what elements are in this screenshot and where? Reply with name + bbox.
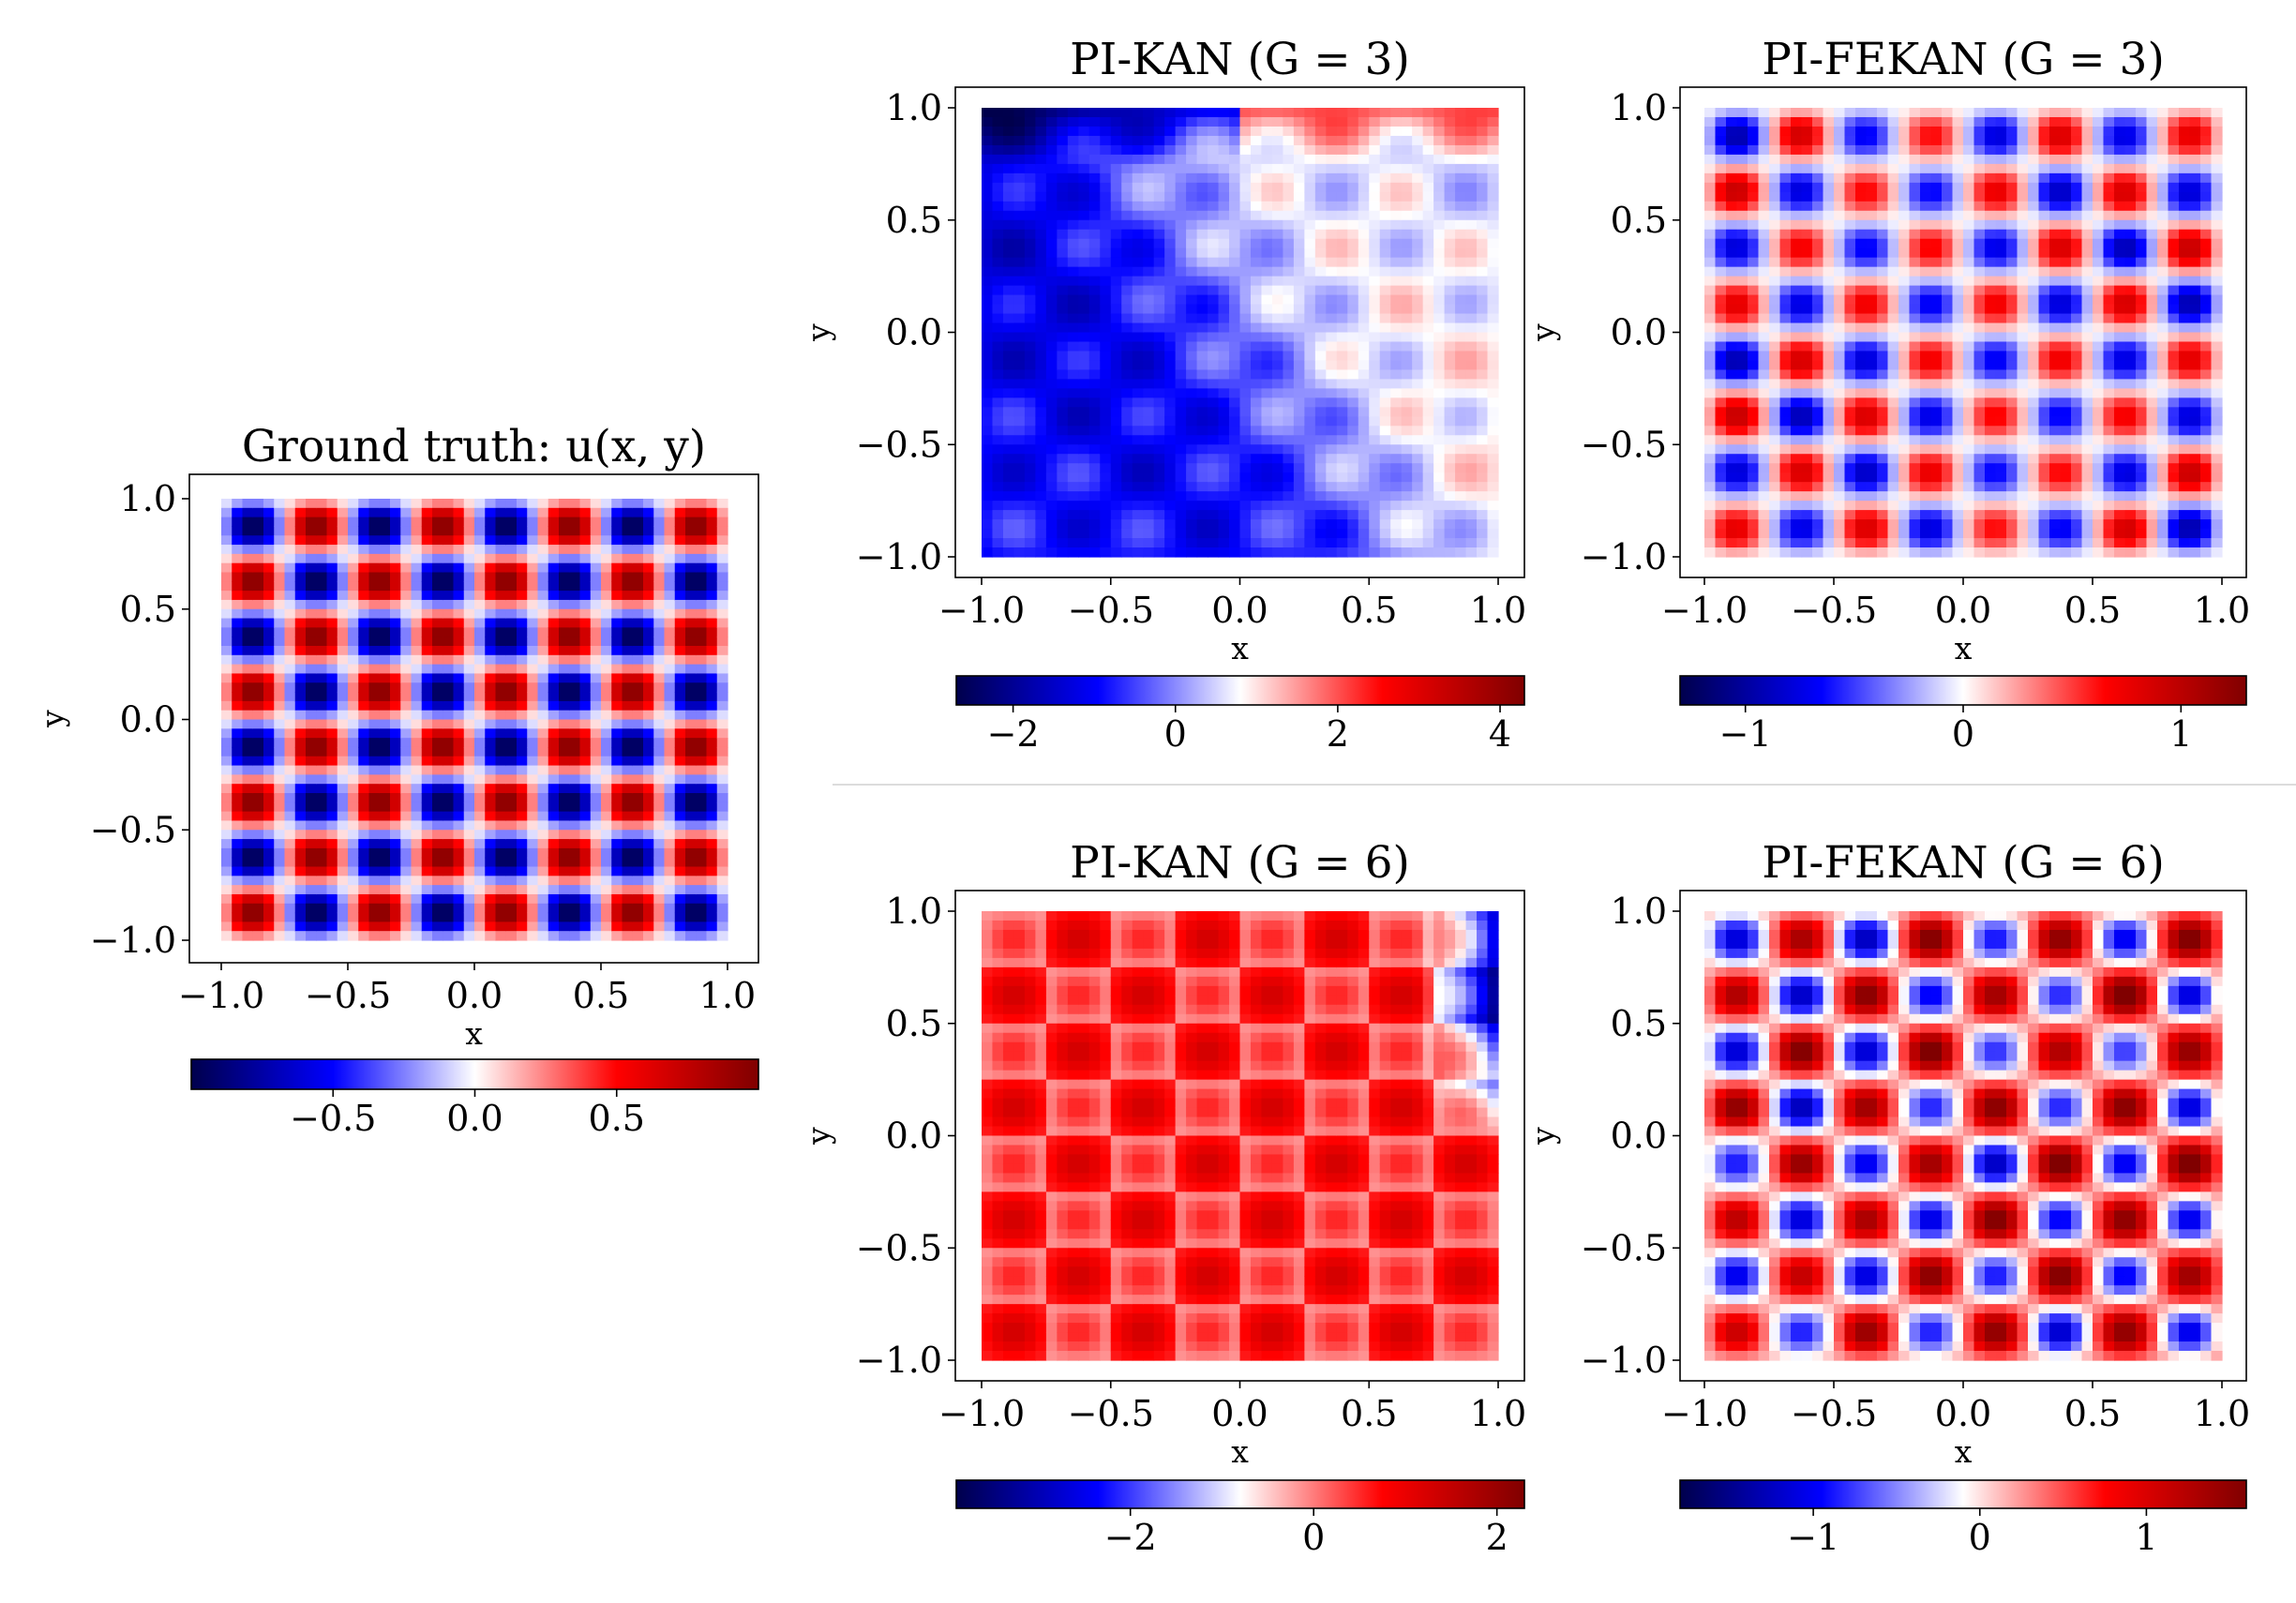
x-tick-label: −0.5 [305, 975, 391, 1016]
colorbar-tick-label: 0 [1302, 1517, 1325, 1558]
y-tick-label: 0.5 [120, 589, 176, 630]
colorbar-tick-label: −1 [1719, 713, 1772, 755]
colorbar-tick-label: −2 [1104, 1517, 1157, 1558]
y-tick-label: 1.0 [886, 891, 942, 932]
colorbar-tick-label: 0 [1164, 713, 1187, 755]
x-tick-label: 1.0 [2194, 590, 2250, 631]
y-tick-label: −0.5 [856, 1227, 942, 1268]
y-tick-label: −1.0 [1581, 1340, 1667, 1381]
x-tick-label: 1.0 [1470, 590, 1526, 631]
panel-fekan3: −1.0 −0.5 0.0 0.5 1.0 −1.0 −0.5 0.0 0.5 1.0 PI-FEK… [1524, 34, 2250, 755]
x-tick-label: 0.5 [573, 975, 629, 1016]
x-tick-label: −0.5 [1068, 1393, 1154, 1434]
colorbar [1679, 1479, 2247, 1509]
heatmap-fekan6 [1704, 911, 2223, 1361]
colorbar-tick-label: −1 [1787, 1517, 1839, 1558]
panel-fekan6: −1.0 −0.5 0.0 0.5 1.0 −1.0 −0.5 0.0 0.5 1.0 PI-FEK… [1524, 837, 2250, 1558]
x-tick-label: 0.5 [1341, 590, 1397, 631]
y-axis-label: y [34, 710, 70, 728]
colorbar-tick-label: −2 [987, 713, 1040, 755]
colorbar [190, 1058, 759, 1090]
y-tick-label: 1.0 [1611, 891, 1667, 932]
y-tick-label: 0.5 [886, 1003, 942, 1044]
colorbar-tick-label: 4 [1489, 713, 1511, 755]
y-tick-label: 1.0 [120, 478, 176, 519]
y-tick-label: −0.5 [1581, 424, 1667, 465]
panel-gt: −1.0 −0.5 0.0 0.5 1.0 −1.0 −0.5 0.0 0.5 1.0 Ground… [34, 421, 759, 1139]
x-tick-label: 0.0 [446, 975, 503, 1016]
y-tick-label: −1.0 [856, 1340, 942, 1381]
colorbar-tick-label: 0.0 [446, 1098, 503, 1139]
colorbar-tick-label: 2 [1327, 713, 1349, 755]
y-tick-label: 0.0 [886, 312, 942, 353]
colorbar [1679, 675, 2247, 706]
x-tick-label: 0.5 [1341, 1393, 1397, 1434]
x-tick-label: −1.0 [938, 590, 1025, 631]
x-tick-label: 0.5 [2064, 1393, 2121, 1434]
x-tick-label: −0.5 [1791, 590, 1877, 631]
chart-title: Ground truth: u(x, y) [242, 421, 706, 472]
x-axis-label: x [1955, 630, 1973, 667]
colorbar-tick-label: −0.5 [290, 1098, 376, 1139]
y-axis-label: y [800, 323, 836, 342]
y-tick-label: −1.0 [1581, 536, 1667, 577]
colorbar-tick-label: 0 [1969, 1517, 1991, 1558]
x-tick-label: −1.0 [938, 1393, 1025, 1434]
x-axis-label: x [1955, 1433, 1973, 1470]
panel-kan6: −1.0 −0.5 0.0 0.5 1.0 −1.0 −0.5 0.0 0.5 1.0 PI-KAN… [800, 837, 1526, 1558]
x-tick-label: 1.0 [2194, 1393, 2250, 1434]
panel-divider [833, 784, 2296, 786]
y-tick-label: 0.0 [1611, 312, 1667, 353]
chart-title: PI-FEKAN (G = 3) [1762, 34, 2165, 85]
colorbar-tick-label: 0 [1952, 713, 1974, 755]
colorbar-tick-label: 1 [2135, 1517, 2157, 1558]
y-tick-label: 0.5 [1611, 1003, 1667, 1044]
x-tick-label: −0.5 [1791, 1393, 1877, 1434]
y-tick-label: −1.0 [856, 536, 942, 577]
y-tick-label: 0.0 [886, 1116, 942, 1157]
y-tick-label: −0.5 [90, 809, 176, 850]
x-axis-label: x [1231, 630, 1249, 667]
y-tick-label: 0.0 [1611, 1116, 1667, 1157]
colorbar [955, 1479, 1525, 1509]
y-tick-label: −1.0 [90, 920, 176, 961]
heatmap-kan6 [982, 911, 1499, 1361]
x-tick-label: −1.0 [1661, 590, 1748, 631]
heatmap-fekan3 [1704, 108, 2223, 558]
x-tick-label: −0.5 [1068, 590, 1154, 631]
chart-title: PI-KAN (G = 3) [1070, 34, 1410, 85]
x-tick-label: 1.0 [699, 975, 756, 1016]
y-axis-label: y [800, 1127, 836, 1146]
x-tick-label: −1.0 [178, 975, 264, 1016]
colorbar-tick-label: 1 [2169, 713, 2192, 755]
y-tick-label: 0.5 [1611, 200, 1667, 241]
panel-kan3: −1.0 −0.5 0.0 0.5 1.0 −1.0 −0.5 0.0 0.5 1.0 PI-KAN… [800, 34, 1526, 755]
colorbar-tick-label: 0.5 [589, 1098, 645, 1139]
y-axis-label: y [1524, 323, 1561, 342]
x-tick-label: 0.0 [1211, 590, 1268, 631]
x-axis-label: x [465, 1015, 483, 1052]
x-tick-label: 1.0 [1470, 1393, 1526, 1434]
x-tick-label: 0.0 [1935, 590, 1991, 631]
heatmap-gt [221, 499, 728, 941]
colorbar [955, 675, 1525, 706]
y-tick-label: −0.5 [1581, 1227, 1667, 1268]
y-tick-label: 1.0 [886, 87, 942, 128]
y-tick-label: 1.0 [1611, 87, 1667, 128]
x-tick-label: 0.5 [2064, 590, 2121, 631]
chart-title: PI-FEKAN (G = 6) [1762, 837, 2165, 889]
colorbar-tick-label: 2 [1486, 1517, 1508, 1558]
x-axis-label: x [1231, 1433, 1249, 1470]
x-tick-label: −1.0 [1661, 1393, 1748, 1434]
heatmap-kan3 [982, 108, 1499, 558]
x-tick-label: 0.0 [1211, 1393, 1268, 1434]
chart-title: PI-KAN (G = 6) [1070, 837, 1410, 889]
y-tick-label: 0.5 [886, 200, 942, 241]
y-tick-label: −0.5 [856, 424, 942, 465]
y-axis-label: y [1524, 1127, 1561, 1146]
x-tick-label: 0.0 [1935, 1393, 1991, 1434]
y-tick-label: 0.0 [120, 699, 176, 741]
